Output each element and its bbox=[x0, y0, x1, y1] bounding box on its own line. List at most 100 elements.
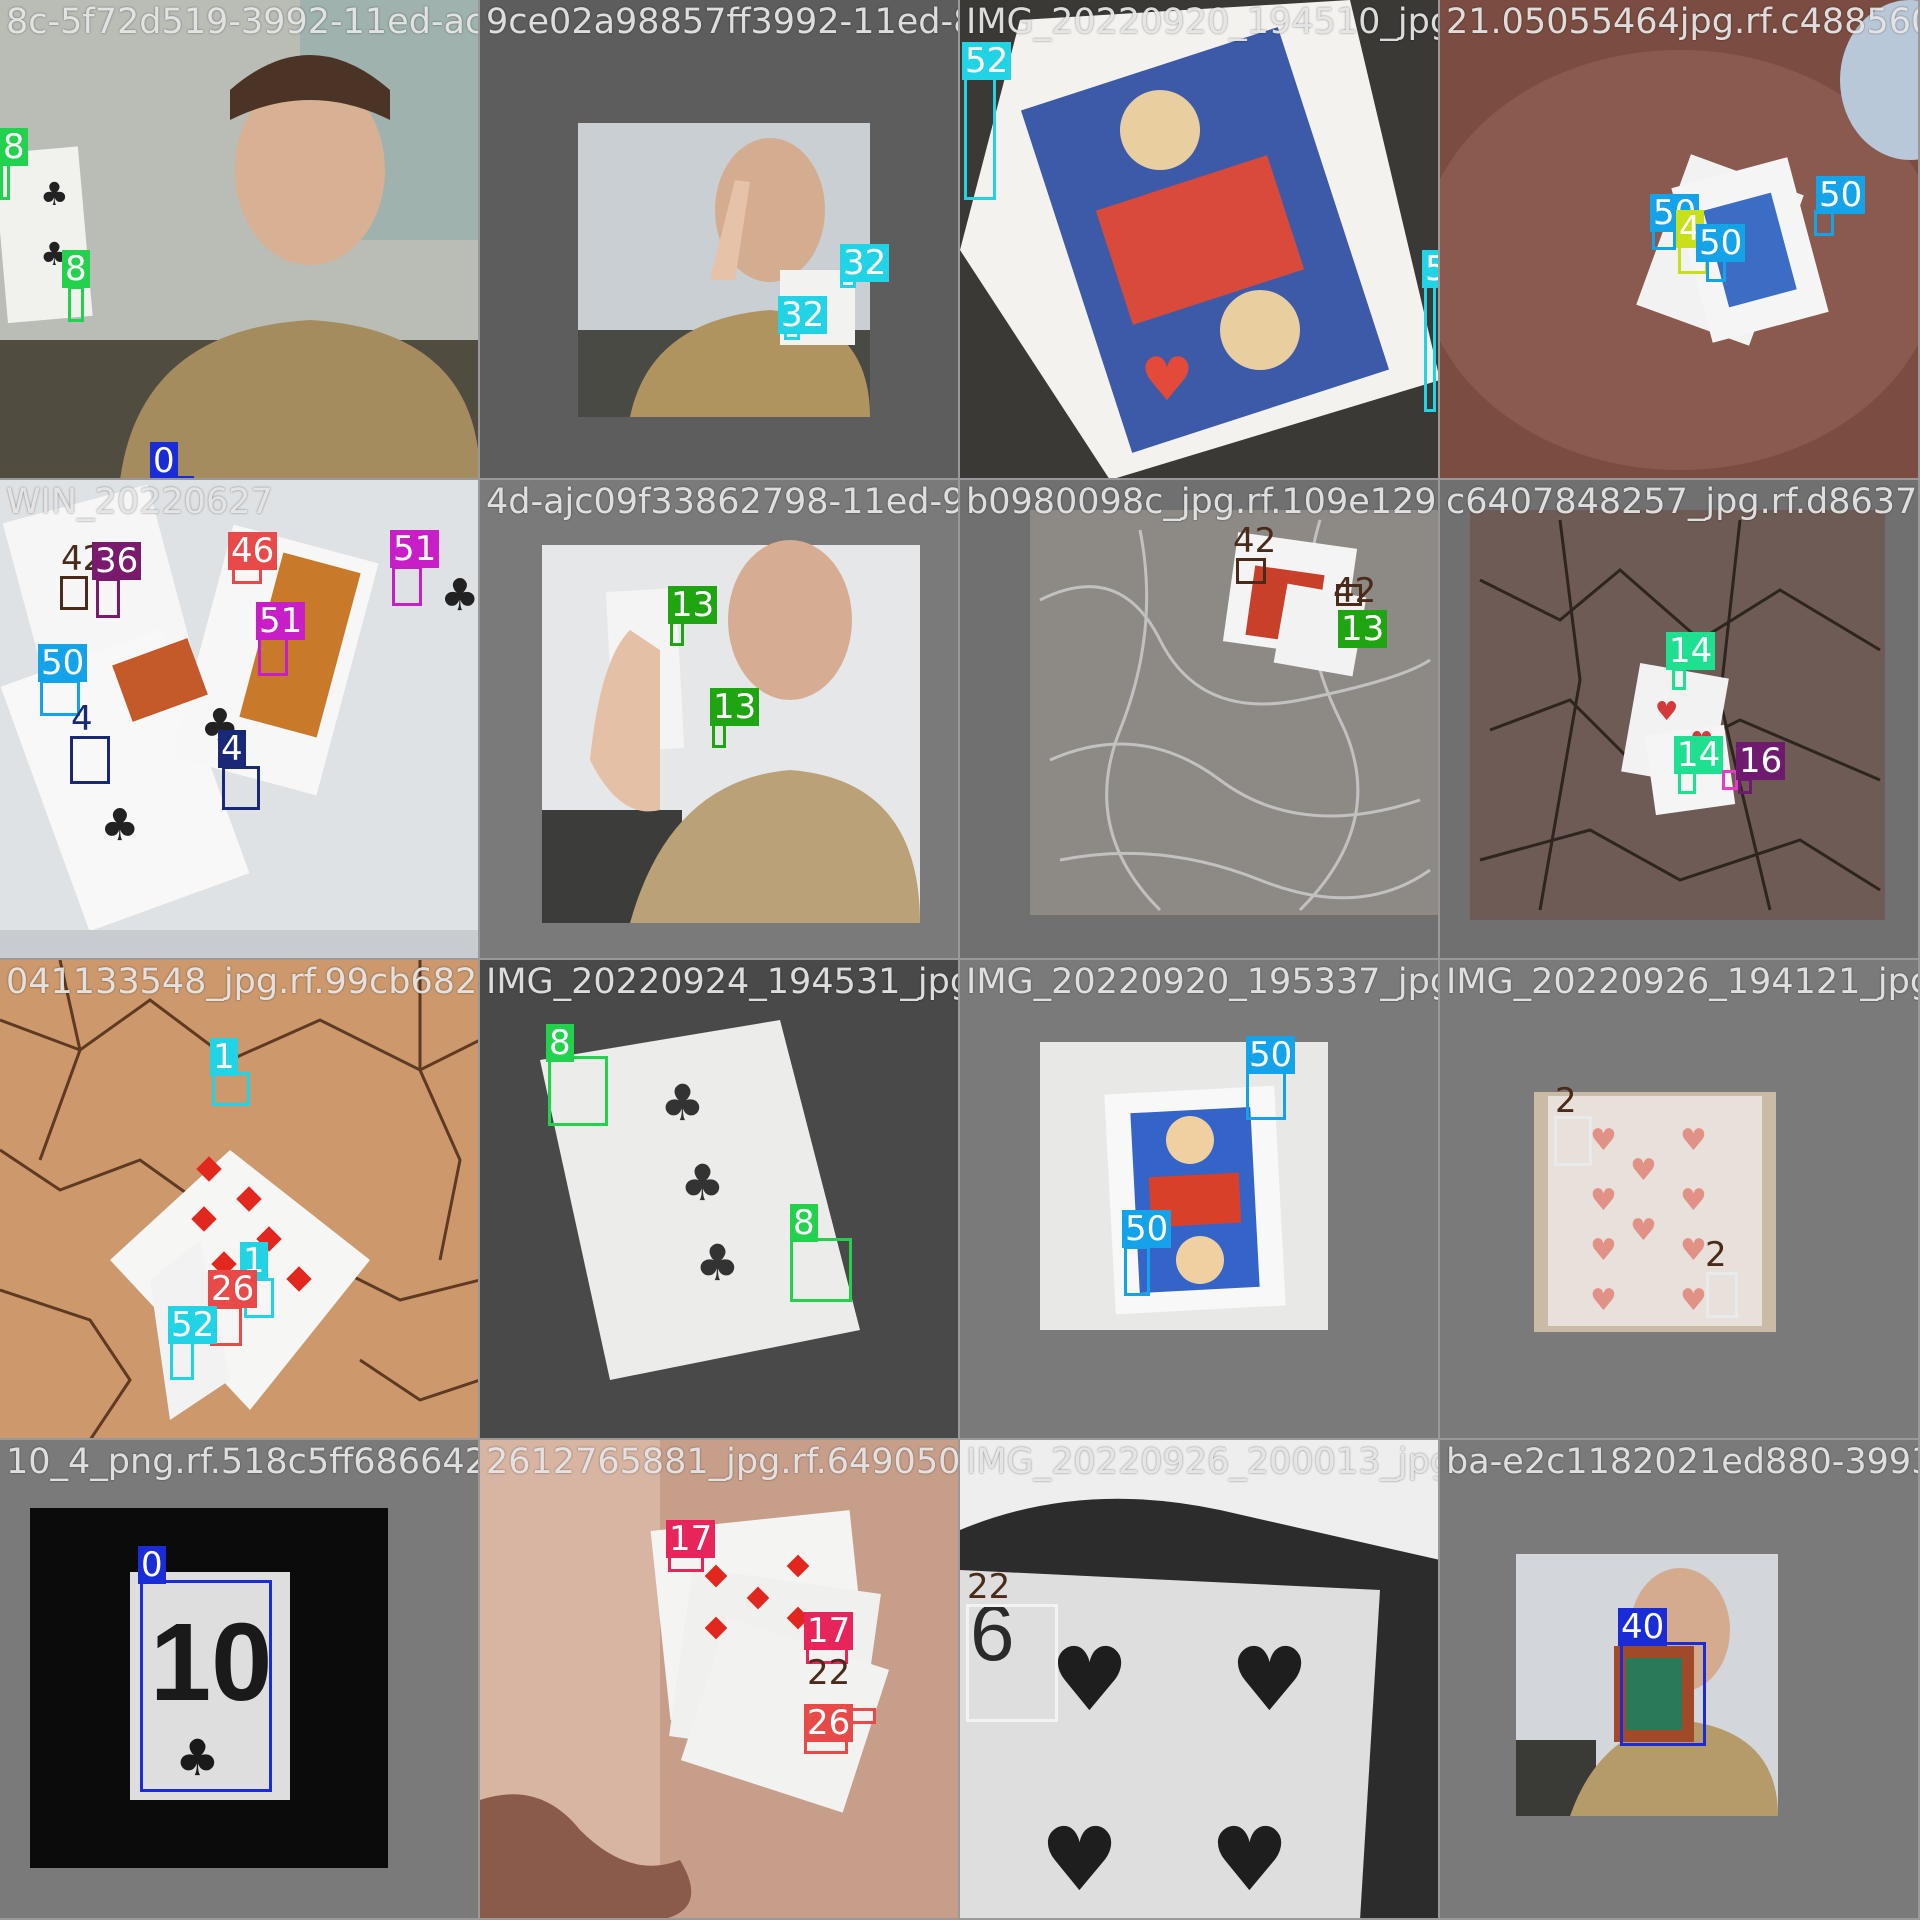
bbox bbox=[1424, 284, 1436, 412]
label-badge: 0 bbox=[150, 442, 178, 478]
tile-16-image bbox=[1440, 1440, 1918, 1918]
bbox bbox=[212, 1072, 250, 1106]
tile-6-image bbox=[480, 480, 958, 958]
svg-text:♥: ♥ bbox=[1680, 1233, 1707, 1268]
svg-text:♣: ♣ bbox=[660, 1074, 705, 1132]
bbox bbox=[966, 1604, 1058, 1722]
tile-1-image: ♣ ♣ bbox=[0, 0, 478, 478]
label-badge: 14 bbox=[1674, 736, 1724, 774]
svg-text:10: 10 bbox=[150, 1601, 272, 1724]
bbox bbox=[1672, 668, 1686, 690]
bbox bbox=[1246, 1070, 1286, 1120]
bbox bbox=[790, 1238, 852, 1302]
label-badge: 50 bbox=[1696, 224, 1746, 262]
label-badge: 40 bbox=[1618, 1608, 1668, 1646]
svg-text:♣: ♣ bbox=[100, 800, 139, 851]
tile-4: 50 4 50 50 21.05055464jpg.rf.c4885601 bbox=[1440, 0, 1920, 480]
label-badge: 0 bbox=[138, 1546, 166, 1584]
label-badge: 51 bbox=[390, 530, 440, 568]
svg-text:♥: ♥ bbox=[1040, 1808, 1119, 1911]
label-badge: 42 bbox=[1333, 571, 1377, 611]
bbox bbox=[964, 76, 996, 200]
tile-14-image bbox=[480, 1440, 958, 1918]
label-badge: 52 bbox=[168, 1306, 218, 1344]
label-badge: 26 bbox=[208, 1270, 258, 1308]
svg-text:♥: ♥ bbox=[1680, 1183, 1707, 1218]
tile-15-image: ♥ ♥ ♥ ♥ 6 bbox=[960, 1440, 1438, 1918]
tile-9-image bbox=[0, 960, 478, 1438]
tile-13: 10 ♣ 0 10_4_png.rf.518c5ff686642 bbox=[0, 1440, 480, 1920]
label-badge: 22 bbox=[807, 1653, 851, 1693]
label-badge: 17 bbox=[804, 1612, 854, 1650]
tile-16: 40 ba-e2c1182021ed880-3993-11 bbox=[1440, 1440, 1920, 1920]
tile-3: ♥ 52 52 IMG_20220920_194510_jpg bbox=[960, 0, 1440, 480]
svg-text:♣: ♣ bbox=[440, 570, 479, 621]
bbox bbox=[1554, 1116, 1592, 1166]
label-badge: 26 bbox=[804, 1704, 854, 1742]
svg-text:♥: ♥ bbox=[1655, 697, 1678, 727]
tile-12-image: ♥ ♥ ♥ ♥ ♥ ♥ ♥ ♥ ♥ ♥ bbox=[1440, 960, 1918, 1438]
svg-text:♥: ♥ bbox=[1050, 1628, 1129, 1731]
tile-8-image: ♥ ♥ bbox=[1440, 480, 1918, 958]
bbox bbox=[68, 286, 84, 322]
svg-text:6: 6 bbox=[970, 1588, 1015, 1677]
label-badge: 13 bbox=[668, 586, 718, 624]
label-badge: 2 bbox=[1555, 1081, 1577, 1121]
label-badge: 50 bbox=[38, 644, 88, 682]
tile-9: 1 1 26 52 041133548_jpg.rf.99cb6824 bbox=[0, 960, 480, 1440]
label-badge: 22 bbox=[967, 1567, 1011, 1607]
tile-3-image: ♥ bbox=[960, 0, 1438, 478]
bbox bbox=[1620, 1642, 1706, 1746]
bbox bbox=[392, 566, 422, 606]
tile-11: 50 50 IMG_20220920_195337_jpg bbox=[960, 960, 1440, 1440]
svg-text:♣: ♣ bbox=[40, 175, 69, 213]
label-badge: 8 bbox=[546, 1024, 574, 1062]
svg-text:♥: ♥ bbox=[1590, 1283, 1617, 1318]
label-badge: 32 bbox=[778, 296, 828, 334]
tile-8: ♥ ♥ 14 14 16 c6407848257_jpg.rf.d8637b31 bbox=[1440, 480, 1920, 960]
label-badge: 36 bbox=[92, 542, 142, 580]
svg-text:♥: ♥ bbox=[1590, 1123, 1617, 1158]
svg-text:♣: ♣ bbox=[680, 1154, 725, 1212]
tile-1: ♣ ♣ 8 8 0 8c-5f72d519-3992-11ed-ac9 bbox=[0, 0, 480, 480]
bbox bbox=[70, 736, 110, 784]
svg-text:♥: ♥ bbox=[1630, 1153, 1657, 1188]
label-badge: 51 bbox=[256, 602, 306, 640]
tile-7: 42 42 13 b0980098c_jpg.rf.109e129ac bbox=[960, 480, 1440, 960]
label-badge: 8 bbox=[62, 250, 90, 288]
tile-2: 32 32 9ce02a98857ff3992-11ed-86f bbox=[480, 0, 960, 480]
label-badge: 50 bbox=[1246, 1036, 1296, 1074]
label-badge: 46 bbox=[228, 532, 278, 570]
label-badge: 17 bbox=[666, 1520, 716, 1558]
label-badge: 13 bbox=[710, 688, 760, 726]
svg-text:♥: ♥ bbox=[1590, 1233, 1617, 1268]
label-badge: 4 bbox=[71, 699, 93, 739]
bbox bbox=[1722, 770, 1738, 790]
label-badge: 14 bbox=[1666, 632, 1716, 670]
label-badge: 32 bbox=[840, 244, 890, 282]
tile-10: ♣ ♣ ♣ 8 8 IMG_20220924_194531_jpg bbox=[480, 960, 960, 1440]
svg-text:♥: ♥ bbox=[1590, 1183, 1617, 1218]
bbox bbox=[1706, 1272, 1738, 1318]
tile-5: ♣ ♣ ♣ 42 36 46 51 51 50 4 4 WIN_20220627 bbox=[0, 480, 480, 960]
bbox bbox=[222, 766, 260, 810]
svg-text:♣: ♣ bbox=[175, 1729, 220, 1787]
tile-14: 17 17 22 26 2612765881_jpg.rf.649050cd bbox=[480, 1440, 960, 1920]
svg-text:♥: ♥ bbox=[1680, 1123, 1707, 1158]
tile-7-image bbox=[960, 480, 1438, 958]
tile-15: ♥ ♥ ♥ ♥ 6 22 IMG_20220926_200013_jpg bbox=[960, 1440, 1440, 1920]
label-badge: 42 bbox=[1233, 521, 1277, 561]
bbox bbox=[96, 578, 120, 618]
svg-text:♥: ♥ bbox=[1680, 1283, 1707, 1318]
label-badge: 8 bbox=[0, 128, 28, 166]
label-badge: 13 bbox=[1338, 610, 1388, 648]
tile-2-image bbox=[480, 0, 958, 478]
label-badge: 1 bbox=[210, 1038, 238, 1076]
bbox bbox=[170, 1340, 194, 1380]
label-badge: 2 bbox=[1705, 1235, 1727, 1275]
tile-6: 13 13 4d-ajc09f33862798-11ed-91c bbox=[480, 480, 960, 960]
bbox bbox=[1336, 584, 1362, 606]
bbox bbox=[140, 1580, 272, 1792]
bbox bbox=[60, 576, 88, 610]
